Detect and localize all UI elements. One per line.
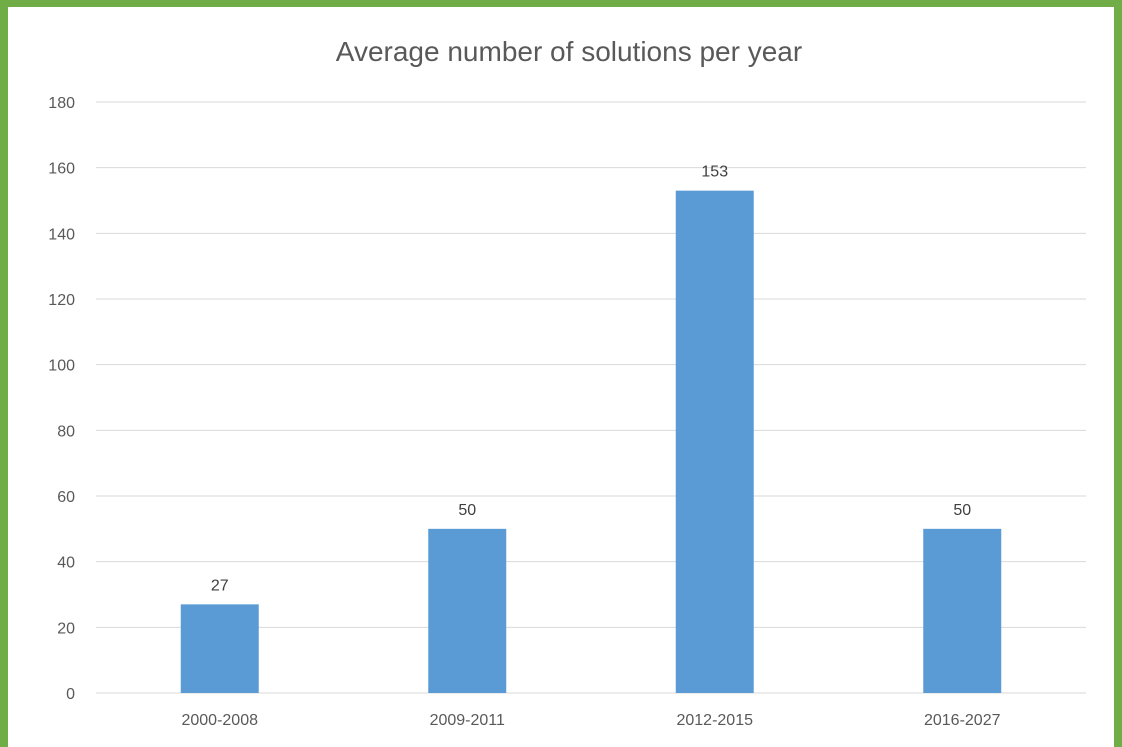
- bar-2012-2015: [675, 190, 754, 693]
- data-label: 50: [953, 502, 971, 519]
- data-labels: 27 50 153 50: [211, 164, 971, 595]
- x-tick-label: 2016-2027: [924, 712, 1001, 729]
- bar-2016-2027: [923, 528, 1002, 693]
- y-tick-label: 160: [48, 161, 75, 178]
- y-tick-label: 60: [57, 489, 75, 506]
- x-axis-tick-labels: 2000-2008 2009-2011 2012-2015 2016-2027: [181, 712, 1000, 729]
- data-label: 50: [458, 502, 476, 519]
- data-label: 27: [211, 577, 229, 594]
- y-tick-label: 80: [57, 423, 75, 440]
- x-tick-label: 2009-2011: [430, 712, 505, 729]
- chart-title: Average number of solutions per year: [336, 36, 802, 67]
- y-tick-label: 140: [48, 226, 75, 243]
- data-label: 153: [701, 164, 728, 181]
- bar-2009-2011: [428, 528, 507, 693]
- y-tick-label: 0: [66, 686, 75, 703]
- y-tick-label: 100: [48, 358, 75, 375]
- y-tick-label: 20: [57, 620, 75, 637]
- y-tick-label: 40: [57, 555, 75, 572]
- y-tick-label: 180: [48, 95, 75, 112]
- x-tick-label: 2012-2015: [676, 712, 753, 729]
- bars: [180, 190, 1002, 693]
- x-tick-label: 2000-2008: [181, 712, 258, 729]
- y-tick-label: 120: [48, 292, 75, 309]
- gridlines: [96, 101, 1086, 694]
- bar-2000-2008: [180, 604, 259, 693]
- y-axis-tick-labels: 0 20 40 60 80 100 120 140 160 180: [48, 95, 75, 703]
